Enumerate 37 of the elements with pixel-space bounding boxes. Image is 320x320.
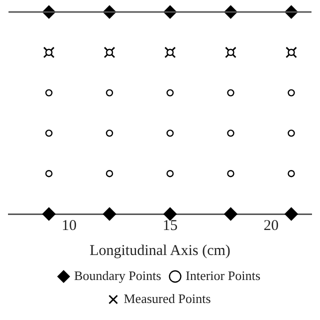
point	[45, 130, 52, 137]
point	[284, 207, 298, 221]
point	[225, 46, 236, 58]
point	[42, 207, 56, 221]
legend-label: Measured Points	[124, 290, 211, 306]
point	[227, 130, 234, 137]
point	[164, 46, 176, 58]
point	[227, 89, 234, 96]
point	[106, 48, 114, 56]
point	[164, 207, 177, 221]
x-tick-label: 20	[264, 218, 279, 234]
point	[288, 170, 295, 178]
point	[45, 170, 52, 178]
legend-label: Interior Points	[186, 268, 260, 283]
point	[227, 48, 234, 56]
point	[106, 170, 114, 178]
point	[45, 89, 52, 96]
point	[166, 89, 174, 96]
point	[288, 130, 295, 137]
point	[104, 46, 116, 58]
point	[166, 48, 174, 56]
point	[43, 46, 55, 58]
point	[288, 48, 295, 56]
point	[106, 130, 114, 137]
point	[102, 207, 116, 221]
point	[224, 207, 238, 221]
point	[106, 89, 114, 96]
point	[166, 130, 174, 137]
point	[288, 89, 295, 96]
x-axis-title: Longitudinal Axis (cm)	[90, 242, 230, 259]
x-tick-label: 10	[62, 218, 77, 234]
point	[166, 170, 174, 178]
x-tick-label: 15	[162, 218, 178, 234]
legend-label: Boundary Points	[74, 268, 162, 283]
point	[286, 46, 297, 58]
point	[227, 170, 234, 178]
point	[45, 48, 52, 56]
